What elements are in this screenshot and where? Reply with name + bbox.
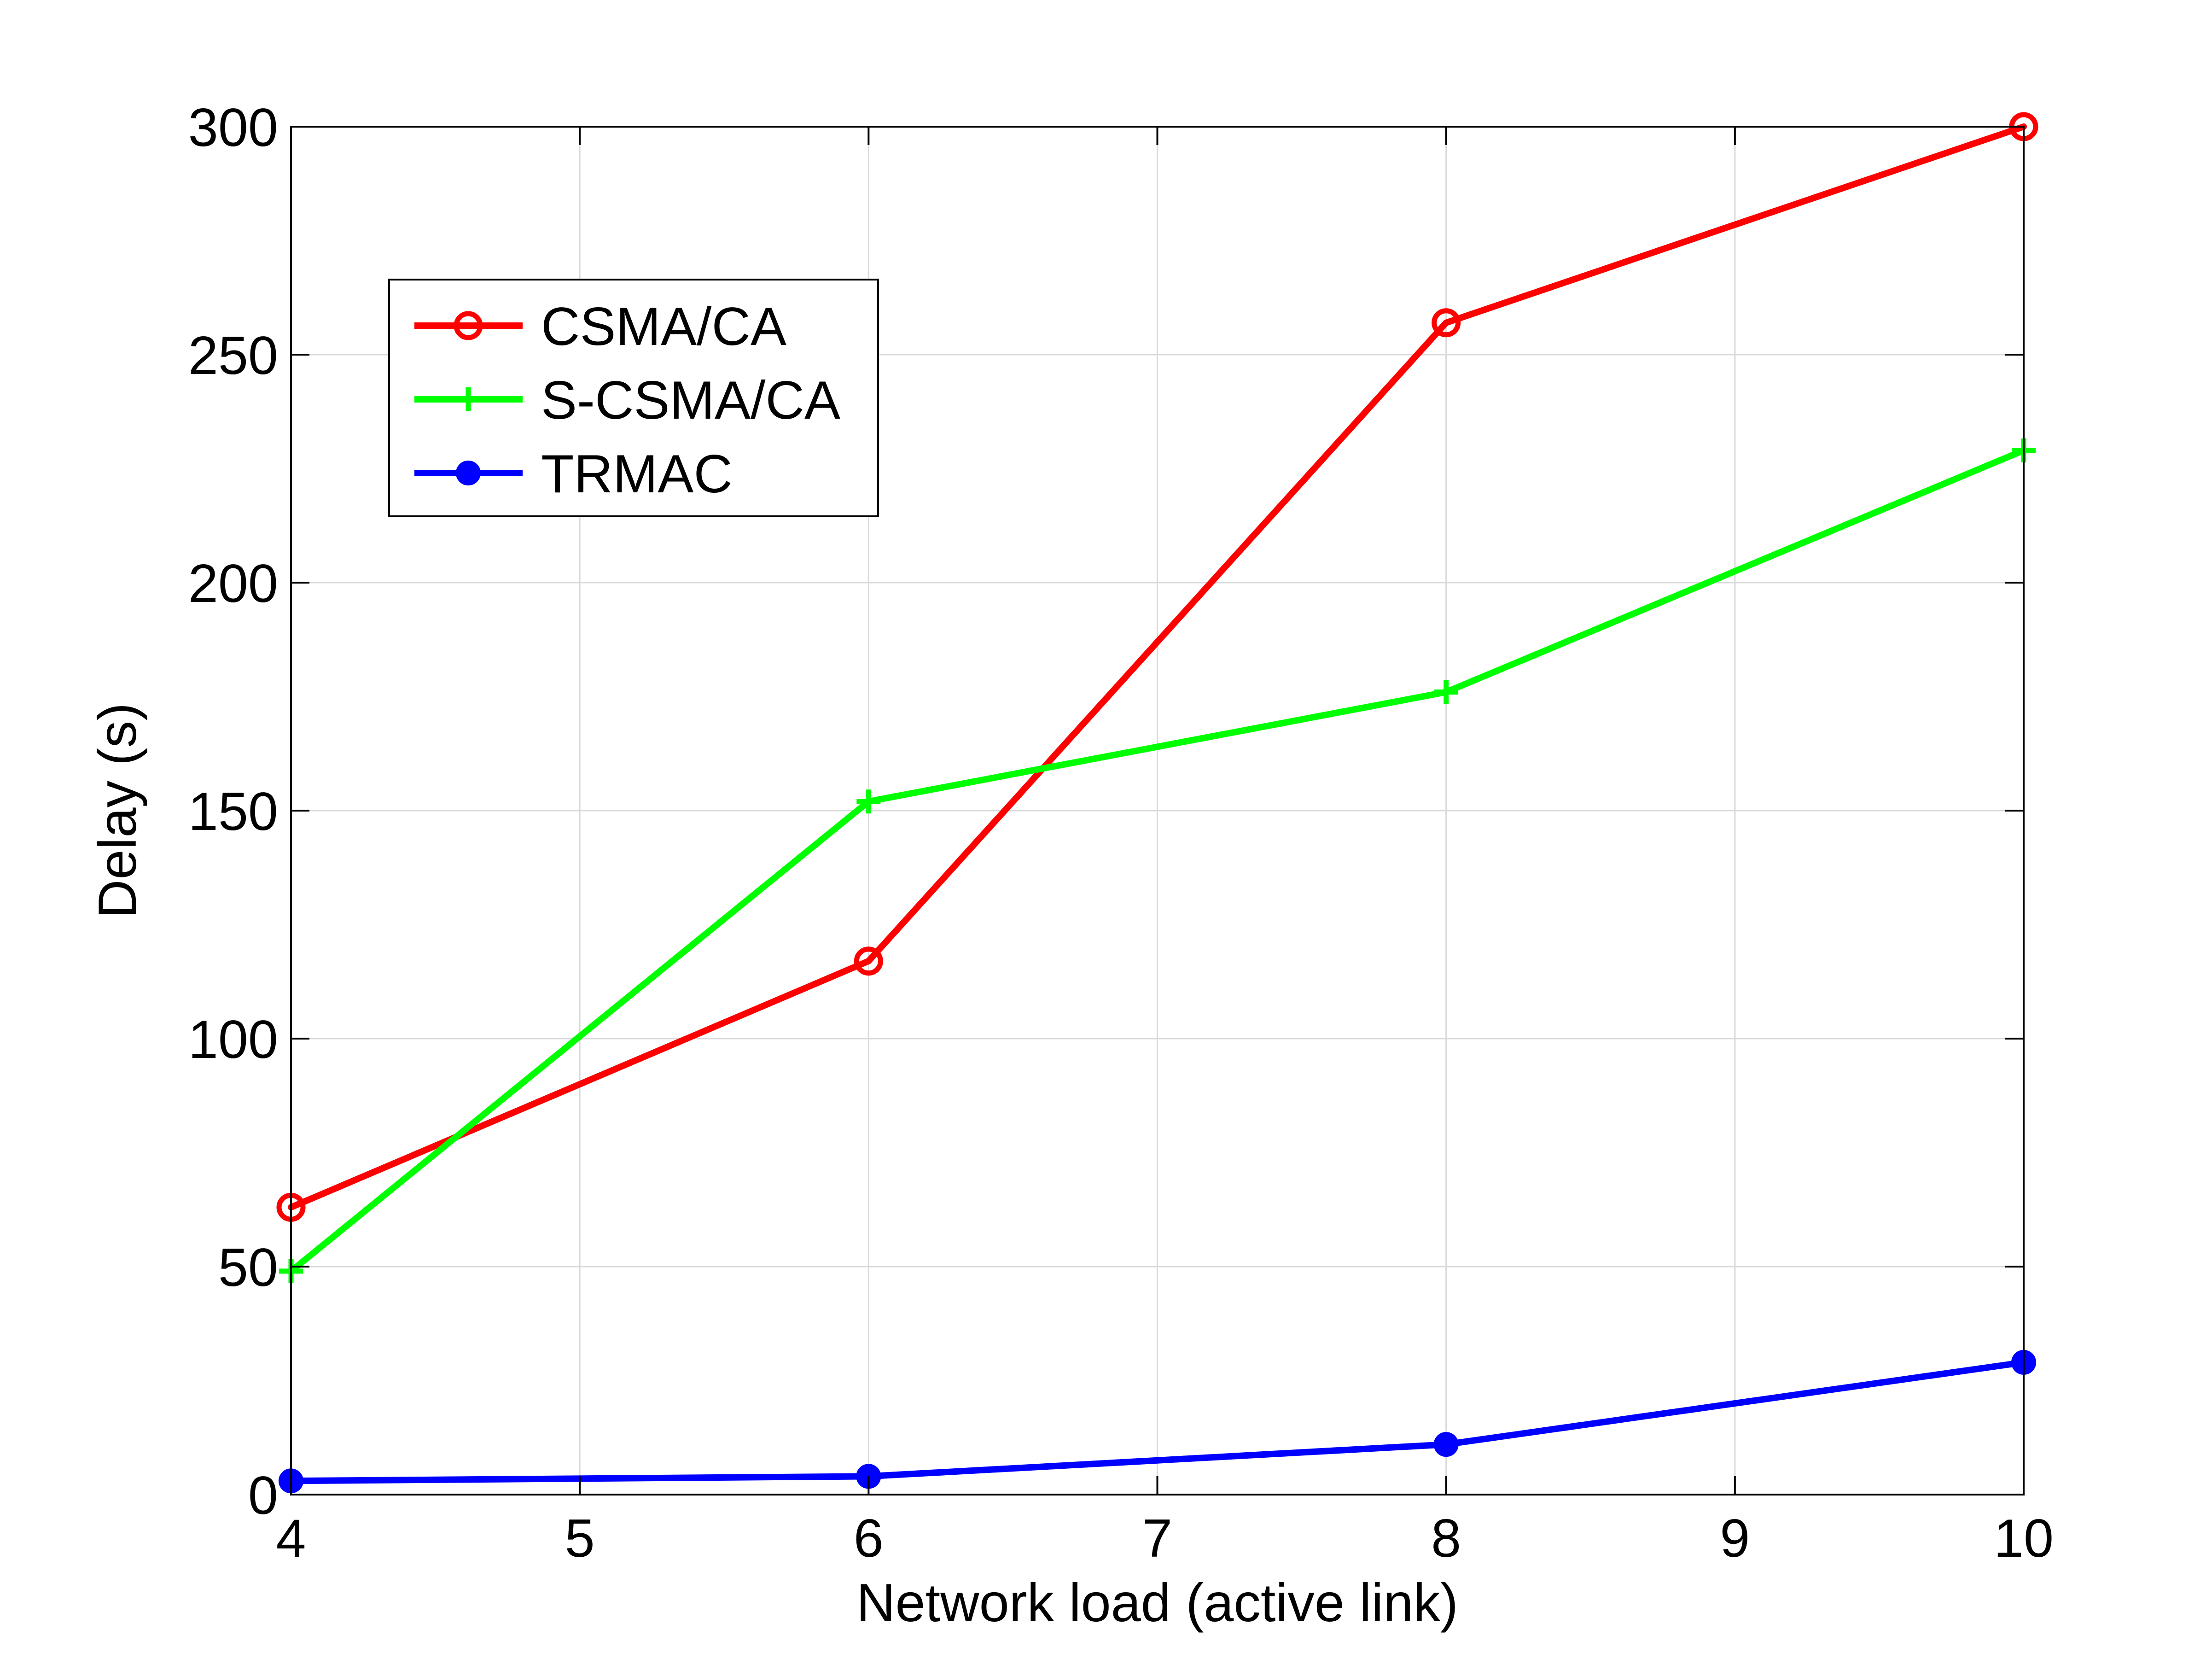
legend-label: CSMA/CA: [541, 296, 786, 356]
x-tick-label: 5: [565, 1508, 595, 1568]
data-point-marker: [854, 946, 883, 976]
data-point-marker: [1434, 680, 1458, 704]
y-tick-label: 100: [188, 1009, 278, 1069]
legend: CSMA/CA S-CSMA/CA TRMAC: [388, 279, 879, 517]
y-tick-label: 250: [188, 325, 278, 386]
y-axis-label: Delay (s): [87, 703, 147, 918]
x-tick-label: 9: [1720, 1508, 1750, 1568]
data-point-marker: [1432, 308, 1461, 338]
legend-marker: [456, 461, 481, 485]
legend-item: S-CSMA/CA: [414, 370, 840, 430]
y-tick-label: 300: [188, 97, 278, 158]
x-axis-label: Network load (active link): [856, 1572, 1458, 1633]
x-tick-label: 4: [276, 1508, 306, 1568]
x-tick-label: 7: [1142, 1508, 1172, 1568]
axis-ticks: [290, 126, 2025, 1495]
legend-marker: [454, 311, 483, 340]
data-point-marker: [856, 789, 881, 814]
x-tick-label: 8: [1431, 1508, 1461, 1568]
series-line: [288, 447, 2027, 1274]
y-tick-label: 200: [188, 553, 278, 613]
y-tick-label: 50: [218, 1237, 278, 1297]
y-tick-label: 150: [188, 781, 278, 841]
x-tick-label: 6: [854, 1508, 884, 1568]
x-tick-label: 10: [1994, 1508, 2054, 1568]
series-line: [288, 123, 2027, 1211]
legend-label: TRMAC: [541, 444, 733, 504]
data-point-marker: [1433, 1432, 1459, 1457]
legend-label: S-CSMA/CA: [541, 370, 840, 430]
legend-marker: [456, 387, 480, 411]
legend-item: CSMA/CA: [414, 296, 786, 356]
y-tick-label: 0: [248, 1465, 278, 1525]
legend-item: TRMAC: [414, 444, 733, 504]
